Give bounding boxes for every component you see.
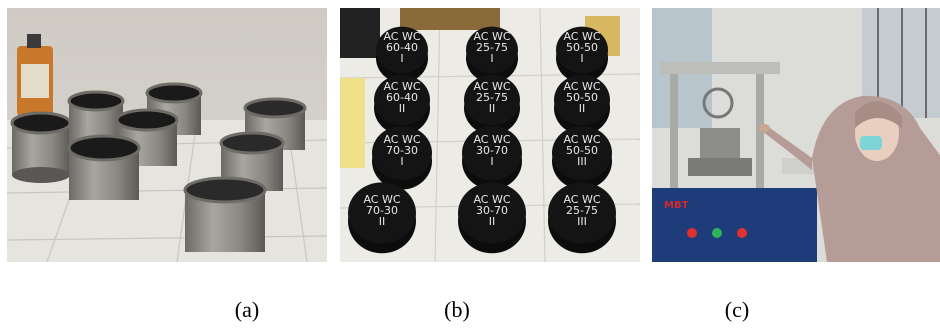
specimen-label: I [400,52,403,65]
specimen-label: 25-75 [476,41,508,54]
specimen-label: AC WC [383,30,420,43]
steel-mold [10,111,72,183]
specimen-label: I [490,155,493,168]
specimen-label: 50-50 [566,41,598,54]
specimen-label: 30-70 [476,204,508,217]
steel-mold [183,176,267,252]
specimen-label: I [490,52,493,65]
specimen-label: AC WC [473,80,510,93]
photo-asphalt-specimens: AC WC 60-40 I AC WC 25-75 I AC WC 50-50 I AC WC 60… [340,8,640,262]
specimen-label: II [579,102,586,115]
specimen-label: AC WC [363,193,400,206]
specimen-label: I [400,155,403,168]
specimen-label: AC WC [563,80,600,93]
panel-caption-b: (b) [444,297,470,322]
specimen-label: AC WC [563,30,600,43]
specimen-label: AC WC [383,80,420,93]
machine-brand: MBT [664,200,689,211]
specimen-label: AC WC [473,30,510,43]
specimen-label: 60-40 [386,91,418,104]
specimen-label: 30-70 [476,144,508,157]
photo-steel-molds [7,8,327,262]
specimen-label: I [580,52,583,65]
specimen-label: 50-50 [566,144,598,157]
panel-caption-c: (c) [724,297,750,322]
panel-caption-a: (a) [234,297,260,322]
steel-mold-cylinders-photo [7,8,327,262]
specimen-label: III [577,215,587,228]
specimen-label: 50-50 [566,91,598,104]
marshall-test-machine-photo: MBT [652,8,940,262]
steel-mold [67,134,141,200]
photo-marshall-test: MBT [652,8,940,262]
specimen-label: 60-40 [386,41,418,54]
specimen-label: II [489,102,496,115]
specimen-label: 70-30 [386,144,418,157]
person-operator [758,95,940,262]
specimen-label: 70-30 [366,204,398,217]
specimen-label: AC WC [473,193,510,206]
specimen-label: AC WC [473,133,510,146]
specimen-label: AC WC [383,133,420,146]
machine-base [652,188,817,262]
specimen-label: 25-75 [476,91,508,104]
specimen-label: 25-75 [566,204,598,217]
specimen-label: AC WC [563,133,600,146]
specimen-label: AC WC [563,193,600,206]
specimen-label: III [577,155,587,168]
oil-bottle-icon [17,34,53,116]
specimen-label: II [489,215,496,228]
specimen-label: II [379,215,386,228]
specimen-label: II [399,102,406,115]
